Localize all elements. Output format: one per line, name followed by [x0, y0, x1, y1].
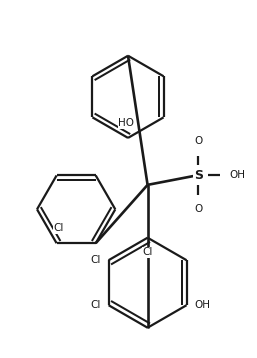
Text: Cl: Cl [142, 247, 153, 257]
Text: Cl: Cl [90, 300, 101, 310]
Text: S: S [194, 169, 203, 182]
Text: Cl: Cl [53, 223, 64, 233]
Text: O: O [194, 204, 203, 214]
Text: O: O [194, 136, 203, 146]
Text: HO: HO [118, 118, 134, 128]
Text: OH: OH [230, 170, 246, 180]
Text: Cl: Cl [90, 255, 101, 265]
Text: OH: OH [194, 300, 210, 310]
